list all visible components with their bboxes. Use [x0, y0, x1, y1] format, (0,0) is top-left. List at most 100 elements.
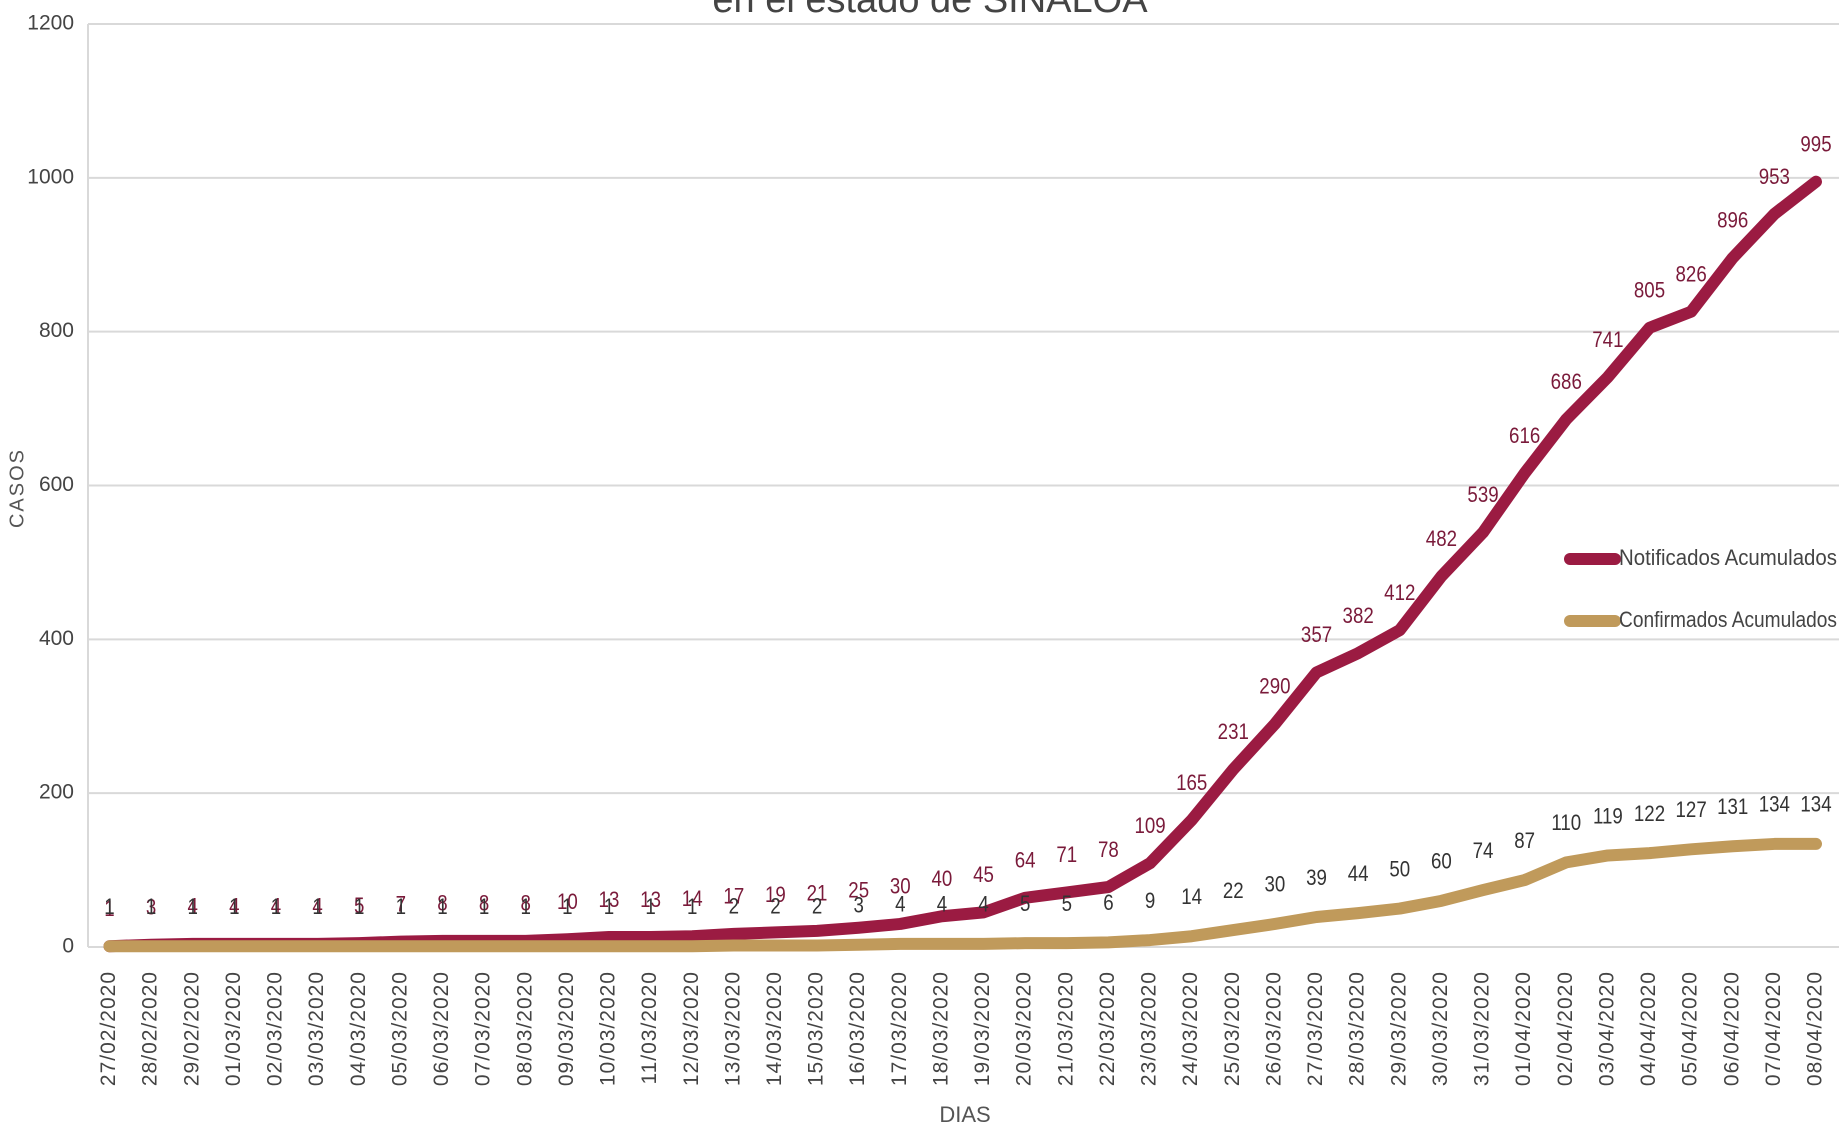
x-tick-label: 29/02/2020 — [180, 971, 203, 1086]
y-tick-label: 200 — [39, 781, 74, 804]
line — [103, 837, 1822, 953]
x-tick-label: 16/03/2020 — [846, 971, 869, 1086]
data-label: 134 — [1800, 793, 1831, 817]
data-label: 131 — [1717, 796, 1748, 820]
data-label: 616 — [1509, 425, 1540, 449]
data-label: 87 — [1514, 830, 1535, 854]
data-label: 4 — [188, 895, 198, 919]
data-label: 6 — [1103, 892, 1113, 916]
x-tick-label: 01/04/2020 — [1512, 971, 1535, 1086]
x-tick-label: 02/04/2020 — [1554, 971, 1577, 1086]
data-label: 5 — [1062, 893, 1072, 917]
data-label: 39 — [1306, 866, 1327, 890]
data-label: 2 — [770, 895, 780, 919]
y-tick-label: 600 — [39, 473, 74, 496]
data-label: 805 — [1634, 279, 1665, 303]
data-label: 1 — [562, 896, 572, 920]
data-label: 10 — [557, 891, 578, 915]
data-label: 17 — [723, 885, 744, 909]
data-label: 1 — [104, 896, 114, 920]
x-tick-label: 22/03/2020 — [1096, 971, 1119, 1086]
data-label: 8 — [437, 892, 447, 916]
x-tick-label: 06/03/2020 — [430, 971, 453, 1086]
y-tick-label: 400 — [39, 627, 74, 650]
data-label: 1 — [645, 896, 655, 920]
data-label: 127 — [1676, 799, 1707, 823]
data-label: 231 — [1218, 721, 1249, 745]
x-tick-label: 08/03/2020 — [513, 971, 536, 1086]
data-label: 995 — [1800, 133, 1831, 157]
x-tick-label: 21/03/2020 — [1054, 971, 1077, 1086]
x-tick-label: 26/03/2020 — [1262, 971, 1285, 1086]
data-label: 4 — [978, 893, 988, 917]
x-tick-label: 24/03/2020 — [1179, 971, 1202, 1086]
x-tick-label: 04/04/2020 — [1637, 971, 1660, 1086]
data-label: 1 — [396, 896, 406, 920]
data-label: 19 — [765, 884, 786, 908]
x-tick-label: 25/03/2020 — [1221, 971, 1244, 1086]
x-tick-label: 07/03/2020 — [472, 971, 495, 1086]
data-label: 1 — [104, 898, 114, 922]
x-tick-label: 30/03/2020 — [1429, 971, 1452, 1086]
data-label: 5 — [1020, 893, 1030, 917]
data-label: 1 — [229, 896, 239, 920]
data-label: 22 — [1223, 880, 1244, 904]
data-label: 412 — [1384, 582, 1415, 606]
x-tick-label: 28/02/2020 — [139, 971, 162, 1086]
x-tick-label: 07/04/2020 — [1762, 971, 1785, 1086]
x-tick-label: 18/03/2020 — [929, 971, 952, 1086]
x-tick-label: 14/03/2020 — [763, 971, 786, 1086]
data-label: 953 — [1759, 165, 1790, 189]
data-label: 64 — [1015, 849, 1036, 873]
x-tick-label: 27/03/2020 — [1304, 971, 1327, 1086]
data-label: 1 — [354, 896, 364, 920]
data-label: 8 — [521, 892, 531, 916]
x-tick-label: 28/03/2020 — [1346, 971, 1369, 1086]
data-label: 1 — [521, 896, 531, 920]
data-label: 1 — [146, 896, 156, 920]
data-label: 14 — [1181, 886, 1202, 910]
data-label: 4 — [271, 895, 281, 919]
x-tick-label: 09/03/2020 — [555, 971, 578, 1086]
data-label: 110 — [1551, 812, 1581, 836]
y-axis-label: CASOS — [6, 448, 28, 528]
data-label: 78 — [1098, 838, 1119, 862]
data-label: 74 — [1473, 840, 1494, 864]
data-label: 1 — [188, 896, 198, 920]
x-tick-label: 05/04/2020 — [1679, 971, 1702, 1086]
data-label: 896 — [1717, 209, 1748, 233]
y-tick-label: 1200 — [27, 12, 74, 35]
data-label: 826 — [1676, 263, 1707, 287]
y-tick-label: 0 — [62, 935, 74, 958]
data-label: 21 — [807, 882, 828, 906]
data-label: 1 — [271, 896, 281, 920]
legend-label: Confirmados Acumulados — [1619, 607, 1837, 632]
data-label: 1 — [312, 896, 322, 920]
data-label: 1 — [687, 896, 697, 920]
x-tick-label: 12/03/2020 — [680, 971, 703, 1086]
x-tick-label: 17/03/2020 — [888, 971, 911, 1086]
data-label: 357 — [1301, 624, 1332, 648]
x-tick-label: 03/04/2020 — [1595, 971, 1618, 1086]
y-tick-label: 800 — [39, 319, 74, 342]
data-label: 3 — [853, 894, 863, 918]
data-label: 134 — [1759, 793, 1790, 817]
data-label: 13 — [640, 888, 661, 912]
y-tick-label: 1000 — [27, 165, 74, 188]
data-label: 3 — [146, 896, 156, 920]
data-label: 482 — [1426, 528, 1457, 552]
data-label: 40 — [932, 868, 953, 892]
data-label: 8 — [479, 892, 489, 916]
data-label: 9 — [1145, 890, 1155, 914]
x-tick-label: 06/04/2020 — [1720, 971, 1743, 1086]
data-label: 4 — [895, 893, 905, 917]
data-label: 741 — [1592, 329, 1623, 353]
data-label: 4 — [937, 893, 947, 917]
data-label: 50 — [1389, 858, 1410, 882]
data-label: 539 — [1467, 484, 1498, 508]
data-label: 109 — [1134, 815, 1165, 839]
x-tick-label: 03/03/2020 — [305, 971, 328, 1086]
x-tick-label: 20/03/2020 — [1013, 971, 1036, 1086]
data-label: 60 — [1431, 850, 1452, 874]
x-tick-label: 23/03/2020 — [1138, 971, 1161, 1086]
